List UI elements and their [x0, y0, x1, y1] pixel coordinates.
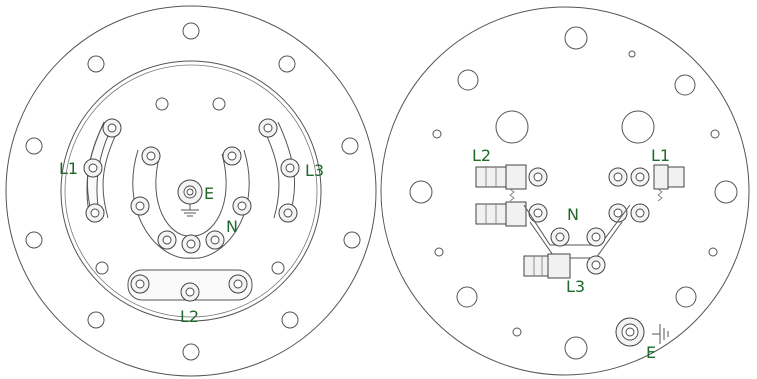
right-flange-outer-ring: [380, 6, 750, 376]
left-bolt-holes: [25, 22, 361, 361]
left-label-l3: L3: [305, 161, 324, 180]
left-earth-terminal: [177, 179, 203, 205]
left-n-busbar: [130, 146, 252, 259]
left-label-e: E: [204, 184, 214, 203]
left-label-l1: L1: [59, 159, 78, 178]
left-l2-busbar: [127, 269, 253, 302]
right-l2-connector: [475, 164, 548, 227]
right-earth-terminal: [615, 317, 645, 347]
right-l1-connector: [608, 164, 685, 223]
left-label-n: N: [226, 217, 238, 236]
right-l3-connector: [523, 253, 606, 279]
left-flange-diagram: L1 L3 E N L2: [5, 5, 377, 377]
left-l1-busbar: [83, 118, 122, 223]
right-flange-diagram: L2 L1 N L3 E: [380, 6, 750, 376]
right-label-l1: L1: [651, 146, 670, 165]
right-n-busbar: [523, 204, 631, 259]
right-label-n: N: [567, 205, 579, 224]
right-label-l3: L3: [566, 277, 585, 296]
right-holes: [409, 26, 738, 360]
left-flange-outer-ring: [5, 5, 377, 377]
left-l3-busbar: [258, 118, 300, 223]
ground-symbol-icon: [652, 324, 669, 344]
left-label-l2: L2: [180, 307, 199, 326]
right-label-l2: L2: [472, 146, 491, 165]
left-flange-inner-ring-2: [64, 64, 318, 318]
ground-symbol-icon: [181, 204, 199, 217]
right-label-e: E: [646, 343, 656, 362]
left-flange-inner-ring: [60, 60, 322, 322]
